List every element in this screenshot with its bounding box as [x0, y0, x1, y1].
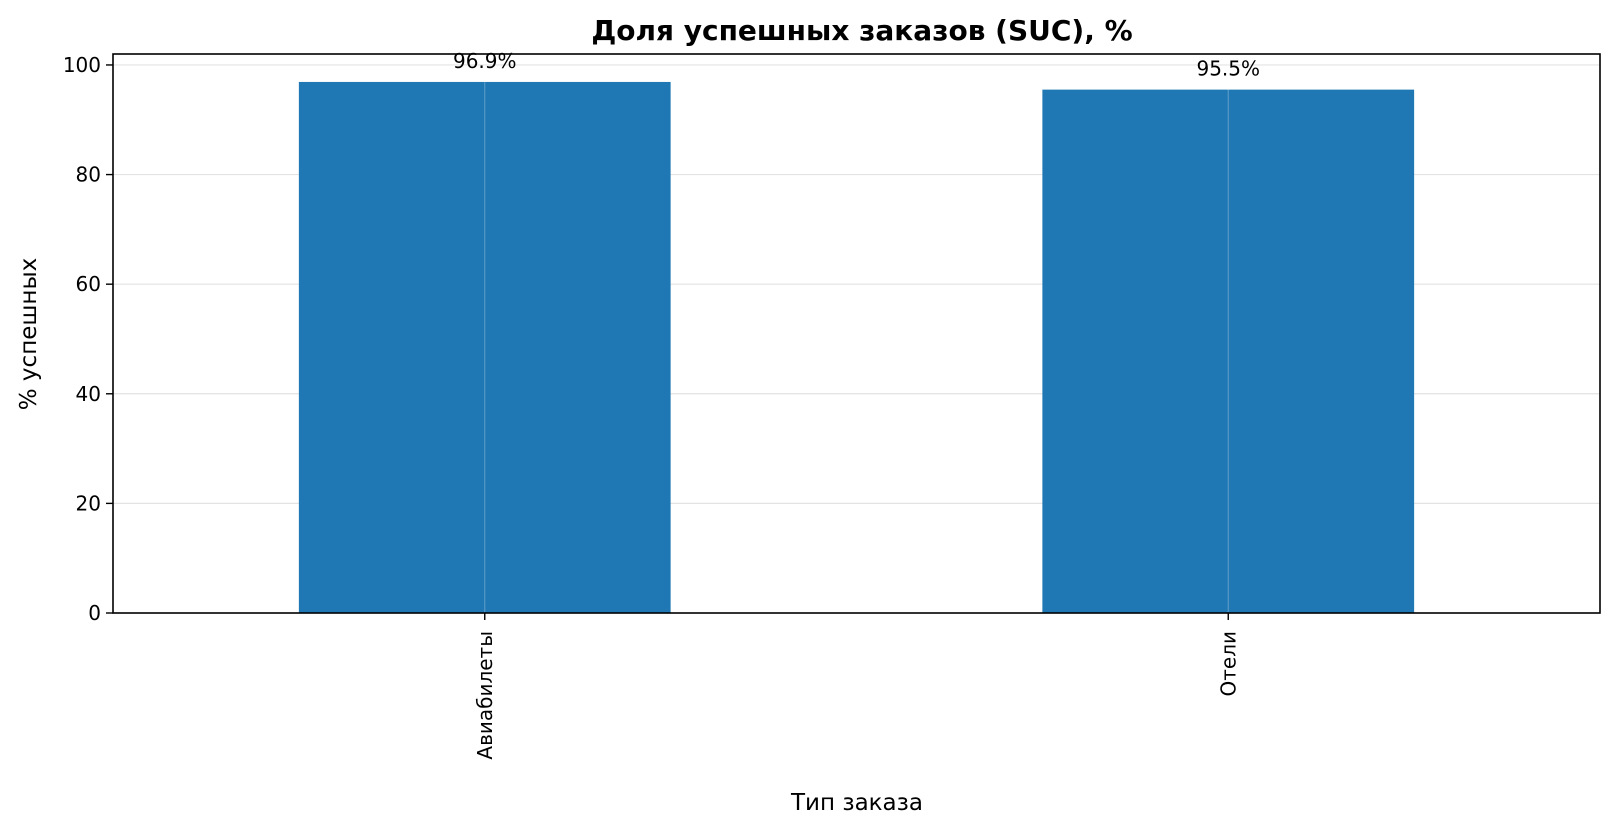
x-tick-label: Авиабилеты	[473, 631, 497, 760]
x-axis-label: Тип заказа	[790, 790, 923, 816]
data-label: 96.9%	[453, 49, 517, 73]
y-tick-label: 100	[63, 53, 101, 77]
bar	[298, 81, 671, 613]
chart-title: Доля успешных заказов (SUC), %	[591, 14, 1132, 47]
x-grid-lines	[484, 54, 1229, 613]
y-axis-ticks: 0 20 40 60 80 100	[63, 53, 113, 625]
x-axis-ticks: Авиабилеты Отели	[473, 613, 1240, 760]
y-tick-label: 60	[76, 272, 101, 296]
data-labels: 96.9% 95.5%	[453, 49, 1260, 81]
y-tick-label: 20	[76, 491, 101, 515]
y-axis-label: % успешных	[16, 258, 42, 410]
bars	[298, 81, 1415, 613]
data-label: 95.5%	[1196, 57, 1260, 81]
y-tick-label: 40	[76, 382, 101, 406]
bar	[1042, 89, 1415, 613]
y-tick-label: 0	[88, 601, 101, 625]
plot-frame	[112, 53, 1601, 614]
y-tick-label: 80	[76, 163, 101, 187]
x-tick-label: Отели	[1216, 631, 1240, 696]
